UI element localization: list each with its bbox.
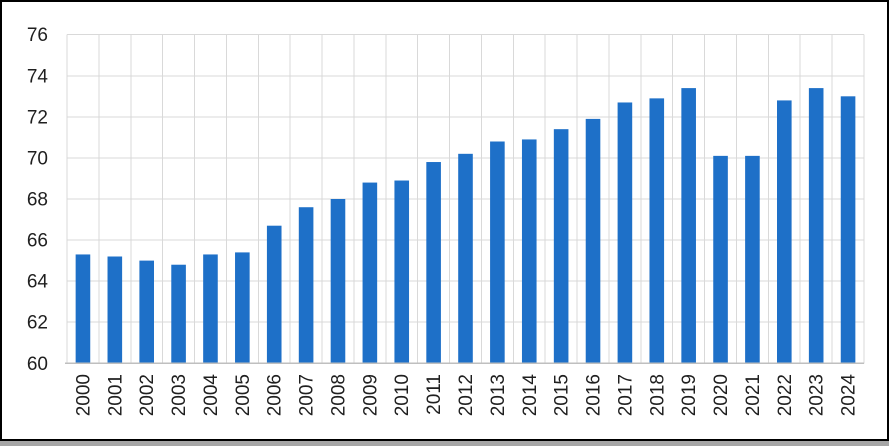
x-tick-label-2000: 2000	[73, 374, 94, 416]
y-tick-label-66: 66	[27, 231, 48, 252]
x-tick-label-2003: 2003	[169, 374, 190, 416]
bar-2010	[394, 180, 410, 364]
bar-2016	[585, 118, 601, 364]
bar-series	[75, 88, 856, 364]
x-tick-label-2007: 2007	[297, 374, 318, 416]
bar-2018	[649, 98, 665, 364]
x-tick-label-2017: 2017	[615, 374, 636, 416]
bar-2021	[745, 155, 760, 364]
bar-2005	[235, 252, 250, 364]
bar-2007	[298, 207, 314, 364]
bar-2012	[458, 153, 473, 364]
x-tick-label-2009: 2009	[360, 374, 381, 416]
x-tick-label-2013: 2013	[488, 374, 509, 416]
bar-2002	[139, 260, 154, 364]
bar-2015	[553, 129, 569, 364]
y-tick-label-74: 74	[27, 66, 49, 87]
y-tick-label-64: 64	[27, 272, 49, 293]
x-tick-label-2004: 2004	[201, 374, 222, 417]
x-tick-label-2001: 2001	[105, 374, 126, 416]
y-tick-label-60: 60	[27, 354, 48, 375]
y-tick-label-70: 70	[27, 148, 48, 169]
bar-2004	[203, 254, 218, 364]
bar-2024	[840, 96, 856, 364]
bar-2014	[521, 139, 537, 364]
bar-2023	[808, 88, 824, 364]
x-tick-label-2020: 2020	[711, 374, 732, 416]
x-axis-labels: 2000 2001 2002 2003 2004 2005 2006 2007 2008 2009…	[73, 374, 859, 417]
x-tick-label-2006: 2006	[265, 374, 286, 416]
bar-2006	[266, 225, 282, 364]
x-tick-label-2010: 2010	[392, 374, 413, 416]
x-tick-label-2012: 2012	[456, 374, 477, 416]
x-tick-label-2016: 2016	[584, 374, 605, 416]
bar-2000	[75, 254, 91, 364]
y-tick-label-68: 68	[27, 190, 48, 211]
bar-2013	[490, 141, 505, 364]
x-tick-label-2014: 2014	[520, 374, 541, 417]
bar-2022	[777, 100, 792, 364]
x-tick-label-2022: 2022	[775, 374, 796, 416]
y-axis-labels: 60 62 64 66 68 70 72 74 76	[27, 25, 49, 375]
bar-2003	[171, 264, 186, 364]
bar-2017	[617, 102, 633, 364]
x-tick-label-2019: 2019	[679, 374, 700, 416]
bar-2008	[330, 199, 346, 364]
x-tick-label-2005: 2005	[233, 374, 254, 416]
bottom-edge-strip	[0, 441, 889, 446]
bar-2009	[362, 182, 378, 364]
y-tick-label-76: 76	[27, 25, 48, 46]
bar-2001	[107, 256, 123, 364]
x-gridlines	[66, 34, 865, 364]
x-tick-label-2024: 2024	[839, 374, 860, 417]
x-tick-label-2021: 2021	[743, 374, 764, 416]
bar-2019	[681, 88, 696, 364]
x-tick-label-2011: 2011	[424, 374, 445, 415]
x-tick-label-2023: 2023	[807, 374, 828, 416]
bar-2011	[426, 162, 441, 364]
bar-2020	[713, 155, 728, 364]
x-tick-label-2002: 2002	[137, 374, 158, 416]
x-tick-label-2008: 2008	[328, 374, 349, 416]
y-tick-label-62: 62	[27, 313, 48, 334]
x-tick-label-2015: 2015	[552, 374, 573, 416]
y-tick-label-72: 72	[27, 107, 48, 128]
x-tick-label-2018: 2018	[647, 374, 668, 416]
